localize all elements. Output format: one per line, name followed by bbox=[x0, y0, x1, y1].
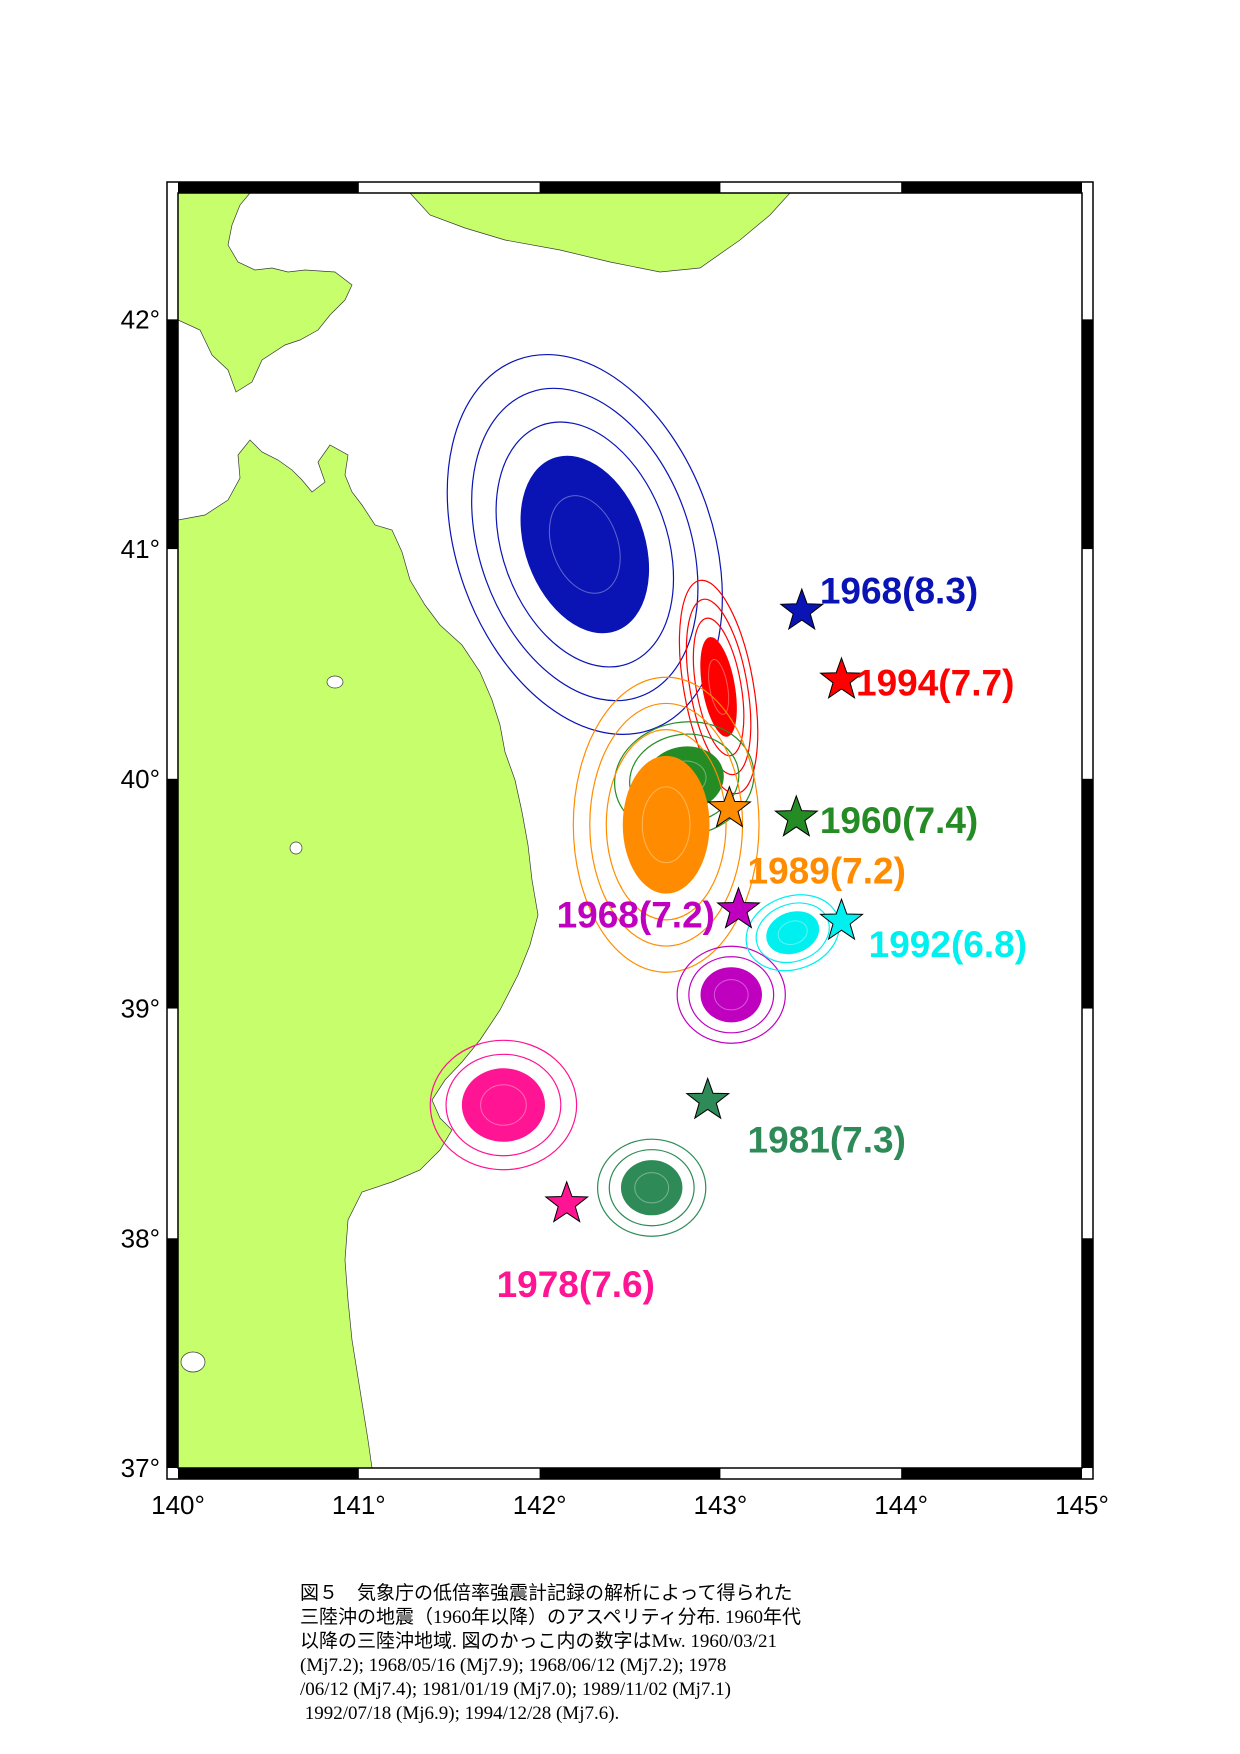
earthquake-label: 1960(7.4) bbox=[820, 800, 978, 841]
land-hokkaido bbox=[178, 193, 353, 393]
asperity-core bbox=[461, 1068, 546, 1142]
asperity-contour bbox=[495, 421, 675, 668]
earthquake-label: 1978(7.6) bbox=[497, 1264, 655, 1305]
asperity-contour bbox=[597, 1138, 707, 1237]
asperity-contour bbox=[678, 579, 759, 795]
asperity-inner-contour bbox=[777, 920, 808, 946]
asperity-core bbox=[700, 637, 737, 737]
caption-line: 以降の三陸沖地域. 図のかっこ内の数字はMw. 1960/03/21 bbox=[300, 1631, 777, 1652]
x-tick-label: 142° bbox=[513, 1490, 567, 1520]
asperity-contour bbox=[685, 598, 752, 776]
frame-bar-top bbox=[178, 182, 359, 193]
epicenter-star-icon bbox=[773, 794, 819, 837]
epicenter-star-icon bbox=[544, 1180, 589, 1223]
asperity-inner-contour bbox=[480, 1084, 527, 1126]
asperity-inner-contour bbox=[634, 1172, 670, 1204]
y-tick-label: 40° bbox=[121, 764, 160, 794]
earthquake-label: 1981(7.3) bbox=[748, 1119, 906, 1160]
earthquake-label: 1989(7.2) bbox=[748, 851, 906, 892]
asperity-contour bbox=[676, 945, 786, 1044]
land-hokkaido-east bbox=[409, 193, 791, 273]
asperity-inner-contour bbox=[548, 495, 621, 594]
x-tick-label: 143° bbox=[694, 1490, 748, 1520]
asperity-core bbox=[520, 455, 650, 634]
asperity bbox=[745, 894, 840, 972]
asperity bbox=[429, 1039, 578, 1171]
caption-line: (Mj7.2); 1968/05/16 (Mj7.9); 1968/06/12 … bbox=[300, 1655, 727, 1676]
x-tick-label: 140° bbox=[151, 1490, 205, 1520]
earthquake-label: 1968(7.2) bbox=[557, 894, 715, 935]
quake-label-layer: 1968(8.3) 1994(7.7) 1960(7.4) 1989(7.2) 1968… bbox=[497, 570, 1027, 1305]
asperity-core bbox=[700, 967, 762, 1023]
epicenter-star-icon bbox=[819, 656, 864, 700]
asperity-contour bbox=[446, 354, 723, 735]
y-tick-label: 38° bbox=[121, 1223, 160, 1253]
asperity-core bbox=[620, 1160, 683, 1216]
asperity-contour bbox=[692, 617, 745, 757]
asperity-contour bbox=[445, 1053, 562, 1157]
axis-ticks: 140° 141° 142° 143° 144° 145° 37° 38° 39° 40° 41° 4… bbox=[121, 304, 1109, 1520]
frame-bar-top bbox=[539, 182, 721, 193]
island-1 bbox=[326, 675, 344, 689]
y-tick-label: 41° bbox=[121, 534, 160, 564]
epicenter-star-icon bbox=[716, 886, 761, 929]
frame-bar-left bbox=[167, 1238, 178, 1468]
x-tick-label: 144° bbox=[874, 1490, 928, 1520]
caption-line: /06/12 (Mj7.4); 1981/01/19 (Mj7.0); 1989… bbox=[300, 1679, 732, 1700]
caption-line: 図５ 気象庁の低倍率強震計記録の解析によって得られた bbox=[300, 1583, 793, 1604]
land-honshu bbox=[178, 439, 539, 1468]
y-tick-label: 37° bbox=[121, 1453, 160, 1483]
frame-bar-left bbox=[167, 778, 178, 1009]
island-3 bbox=[180, 1351, 206, 1373]
x-tick-label: 141° bbox=[332, 1490, 386, 1520]
frame-bar-bottom bbox=[539, 1468, 721, 1479]
asperity-contour bbox=[429, 1039, 578, 1171]
epicenter-star-icon bbox=[707, 785, 752, 828]
earthquake-label: 1992(6.8) bbox=[869, 924, 1027, 965]
epicenter-star-icon bbox=[779, 587, 825, 631]
asperity-contour bbox=[605, 729, 727, 921]
frame-bar-bottom bbox=[901, 1468, 1082, 1479]
caption-line: 三陸沖の地震（1960年以降）のアスペリティ分布. 1960年代 bbox=[300, 1607, 802, 1628]
asperity-core bbox=[766, 911, 820, 955]
asperity-contour bbox=[608, 1149, 695, 1227]
asperity-inner-contour bbox=[641, 786, 691, 864]
asperity-inner-contour bbox=[713, 979, 749, 1011]
figure-caption: 図５ 気象庁の低倍率強震計記録の解析によって得られた 三陸沖の地震（1960年以… bbox=[300, 1582, 980, 1726]
frame-bar-right bbox=[1082, 778, 1093, 1009]
asperity bbox=[597, 1138, 707, 1237]
x-tick-label: 145° bbox=[1055, 1490, 1109, 1520]
frame-bar-top bbox=[901, 182, 1082, 193]
asperity-contour bbox=[688, 956, 775, 1034]
frame-bar-bottom bbox=[178, 1468, 359, 1479]
frame-bar-right bbox=[1082, 319, 1093, 550]
asperity bbox=[678, 579, 759, 795]
asperity-contour bbox=[589, 702, 744, 947]
asperity-contour bbox=[572, 676, 760, 973]
frame-bar-right bbox=[1082, 1238, 1093, 1468]
asperity bbox=[676, 945, 786, 1044]
asperity-layer bbox=[429, 354, 840, 1237]
epicenter-star-icon bbox=[685, 1076, 731, 1120]
asperity-inner-contour bbox=[708, 658, 730, 715]
earthquake-label: 1968(8.3) bbox=[820, 570, 978, 611]
epicenter-star-icon bbox=[819, 897, 864, 941]
caption-line: 1992/07/18 (Mj6.9); 1994/12/28 (Mj7.6). bbox=[300, 1703, 620, 1724]
frame-bar-left bbox=[167, 319, 178, 550]
map-frame bbox=[166, 181, 1094, 1480]
island-2 bbox=[289, 841, 303, 855]
asperity-contour bbox=[471, 387, 699, 702]
asperity bbox=[572, 676, 760, 973]
asperity bbox=[446, 354, 723, 735]
asperity-core bbox=[622, 755, 710, 894]
y-tick-label: 42° bbox=[121, 304, 160, 334]
epicenter-layer bbox=[544, 587, 864, 1223]
earthquake-label: 1994(7.7) bbox=[856, 662, 1014, 703]
y-tick-label: 39° bbox=[121, 994, 160, 1024]
